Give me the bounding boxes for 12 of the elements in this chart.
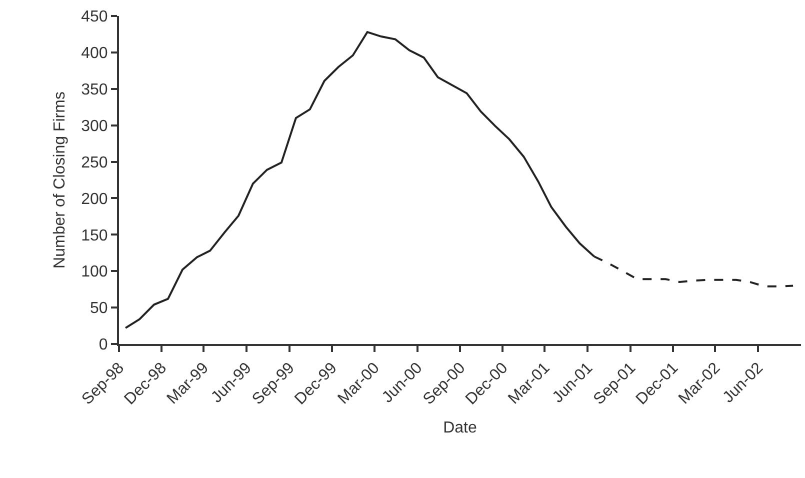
y-tick-label: 400 — [81, 45, 108, 62]
y-tick-label: 50 — [90, 300, 108, 318]
y-tick-label: 0 — [98, 336, 108, 354]
y-axis-title: Number of Closing Firms — [51, 92, 68, 268]
y-tick-label: 250 — [81, 154, 108, 172]
y-tick-label: 100 — [81, 264, 108, 281]
y-tick-label: 200 — [81, 190, 108, 208]
y-tick-label: 450 — [81, 8, 108, 26]
x-axis-title: Date — [443, 419, 477, 436]
y-tick-label: 300 — [81, 118, 108, 135]
y-tick-label: 150 — [81, 227, 108, 244]
y-tick-label: 350 — [81, 81, 108, 98]
